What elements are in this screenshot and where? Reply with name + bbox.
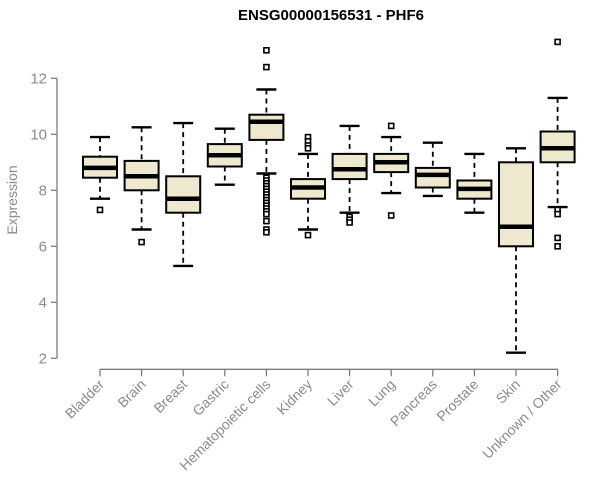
chart-title: ENSG00000156531 - PHF6: [238, 7, 424, 24]
boxplot-brain: [123, 126, 160, 246]
outlier-point: [346, 219, 353, 226]
box: [248, 113, 285, 141]
outlier-point: [387, 122, 395, 130]
outlier-point: [304, 145, 312, 152]
boxplot-breast: [165, 121, 202, 268]
outlier-point: [263, 229, 270, 236]
outlier-point: [96, 206, 104, 214]
x-category-label-liver: Liver: [324, 376, 357, 409]
boxplot-unknown-other: [539, 38, 576, 250]
outlier-point: [263, 210, 270, 218]
y-tick-label: 8: [39, 183, 47, 200]
boxplot-bladder: [82, 135, 118, 214]
box: [331, 152, 368, 181]
boxplot-hematopoietic-cells: [248, 46, 285, 236]
box: [165, 175, 202, 214]
x-category-label-unknown-other: Unknown / Other: [479, 376, 565, 462]
y-tick-label: 2: [39, 351, 47, 368]
outlier-point: [263, 46, 270, 54]
x-category-label-lung: Lung: [365, 376, 398, 409]
boxplot-kidney: [290, 133, 326, 239]
outlier-point: [263, 63, 270, 71]
outlier-point: [554, 38, 561, 46]
outlier-point: [263, 217, 270, 225]
x-category-label-brain: Brain: [114, 376, 148, 410]
boxplot-prostate: [456, 152, 493, 214]
x-category-label-kidney: Kidney: [274, 376, 316, 418]
box: [498, 161, 534, 248]
outlier-point: [304, 231, 312, 239]
outlier-point: [554, 234, 561, 242]
outlier-point: [387, 212, 395, 219]
x-category-label-skin: Skin: [493, 376, 524, 407]
box: [414, 166, 451, 189]
boxplot-pancreas: [414, 141, 451, 198]
y-tick-label: 4: [39, 295, 47, 312]
boxplot-skin: [498, 147, 534, 354]
x-category-label-prostate: Prostate: [433, 376, 481, 424]
x-category-label-breast: Breast: [150, 376, 190, 416]
boxplot-gastric: [206, 127, 243, 186]
boxplot-lung: [373, 122, 410, 219]
outlier-point: [138, 238, 145, 246]
boxplot-liver: [331, 124, 368, 226]
y-tick-label: 6: [39, 239, 47, 256]
outlier-point: [554, 243, 561, 250]
y-tick-label: 12: [30, 71, 47, 88]
outlier-point: [554, 210, 561, 218]
y-tick-label: 10: [30, 127, 47, 144]
x-category-label-bladder: Bladder: [62, 376, 108, 422]
